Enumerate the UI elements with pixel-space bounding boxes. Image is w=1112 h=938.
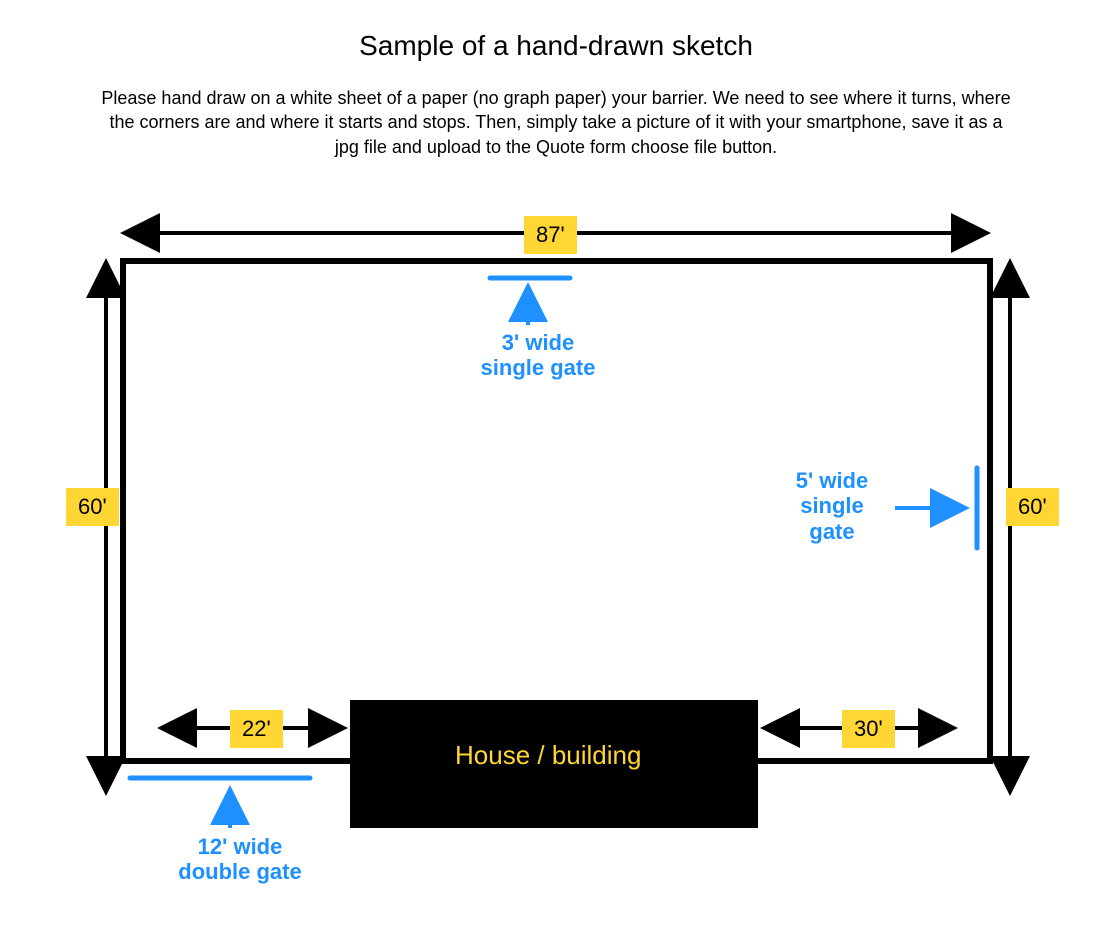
dim-left-label: 60' [66,488,119,526]
gate-top-label-line1: 3' wide [502,330,574,355]
diagram-svg [0,0,1112,938]
gate-right-label-line2: single [800,493,864,518]
dim-right-label: 60' [1006,488,1059,526]
dim-br-label: 30' [842,710,895,748]
gate-bottom-label-line1: 12' wide [198,834,283,859]
gate-bottom-label-line2: double gate [178,859,301,884]
gate-right-label: 5' wide single gate [782,468,882,544]
gate-right-label-line3: gate [809,519,854,544]
dim-bl-label: 22' [230,710,283,748]
gate-top-label: 3' wide single gate [468,330,608,381]
gate-bottom-label: 12' wide double gate [160,834,320,885]
house-label: House / building [455,740,641,771]
gate-right-label-line1: 5' wide [796,468,868,493]
gate-top-label-line2: single gate [481,355,596,380]
page-canvas: Sample of a hand-drawn sketch Please han… [0,0,1112,938]
dim-top-label: 87' [524,216,577,254]
